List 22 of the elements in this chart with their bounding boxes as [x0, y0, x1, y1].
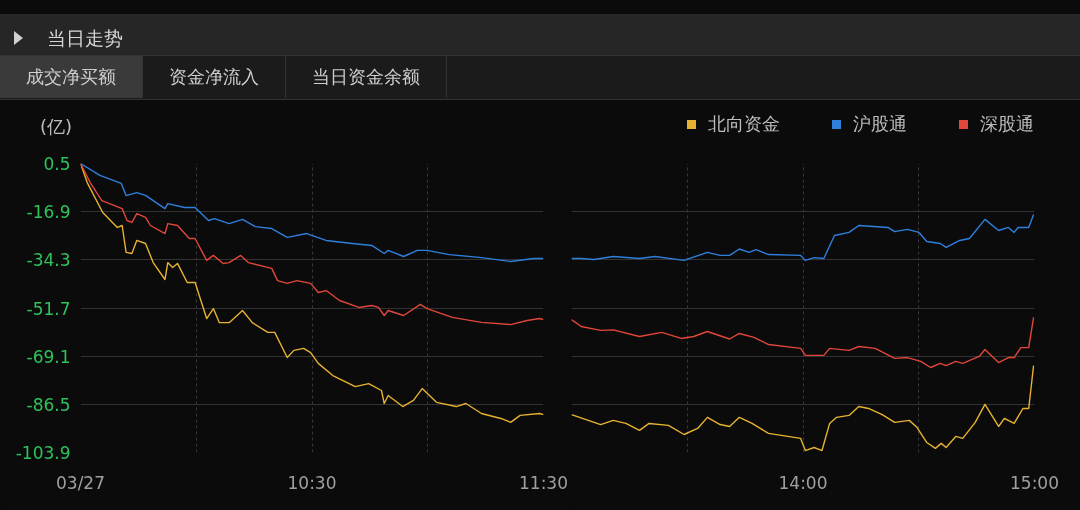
- x-tick-label: 11:30: [519, 472, 568, 493]
- y-tick-label: -69.1: [26, 346, 71, 367]
- text: 资金净流入: [143, 56, 286, 98]
- x-tick-label: 10:30: [287, 472, 337, 493]
- line-series: [80, 163, 544, 326]
- y-tick-label: 0.5: [43, 154, 71, 174]
- y-tick-label: -51.7: [26, 298, 71, 319]
- line-series: [80, 163, 544, 263]
- text: 成交净买额: [0, 56, 143, 98]
- x-tick-label: 15:00: [1010, 472, 1059, 493]
- y-tick-label: -103.9: [15, 443, 71, 463]
- y-tick-label: -34.3: [26, 250, 71, 271]
- chart-title: 当日走势: [47, 26, 123, 49]
- x-tick-label: 14:00: [778, 472, 828, 493]
- y-tick-label: -16.9: [26, 202, 71, 223]
- legend-label: 深股通: [980, 113, 1034, 135]
- y-axis-title: (亿): [40, 115, 73, 139]
- y-tick-label: -86.5: [26, 394, 71, 415]
- legend-label: 北向资金: [708, 113, 780, 135]
- text: 当日资金余额: [286, 56, 447, 98]
- legend-label: 沪股通: [853, 113, 907, 135]
- x-tick-label: 03/27: [56, 472, 105, 493]
